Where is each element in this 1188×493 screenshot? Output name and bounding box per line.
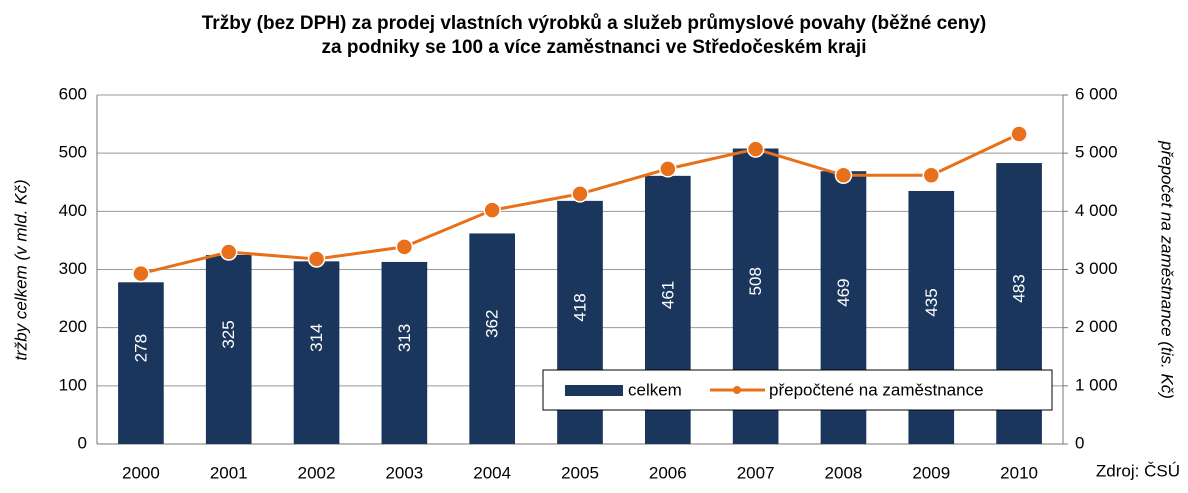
y2-axis-label: přepočet na zaměstnance (tis. Kč) [1158,140,1177,399]
marker [219,243,238,261]
y-axis-label: tržby celkem (v mld. Kč) [11,179,30,360]
y2-tick-label: 4 000 [1075,201,1118,220]
x-tick-label: 2010 [1000,463,1038,482]
data-label: 461 [658,281,677,309]
data-label: 325 [219,320,238,348]
y2-tick-label: 5 000 [1075,143,1118,162]
source: Zdroj: ČSÚ [1096,461,1180,480]
y-tick-label: 500 [59,143,87,162]
y-tick-label: 300 [59,259,87,278]
x-tick-label: 2003 [385,463,423,482]
x-tick-label: 2002 [298,463,336,482]
data-label: 314 [307,323,326,351]
x-tick-label: 2005 [561,463,599,482]
data-label: 469 [834,278,853,306]
x-tick-label: 2004 [473,463,511,482]
bar [381,261,428,444]
chart-title: za podniky se 100 a více zaměstnanci ve … [322,37,867,58]
marker [132,264,150,283]
data-label: 508 [746,267,765,295]
marker [307,250,326,268]
marker [1010,125,1028,143]
marker [395,238,414,256]
bar [205,254,252,444]
y-tick-label: 100 [59,375,87,394]
y2-tick-label: 3 000 [1075,259,1118,278]
y2-tick-label: 2 000 [1075,317,1118,336]
y2-tick-label: 6 000 [1075,84,1118,103]
chart-title: Tržby (bez DPH) za prodej vlastních výro… [202,13,986,34]
marker [483,201,501,219]
y2-tick-label: 0 [1075,433,1084,452]
x-tick-label: 2009 [912,463,950,482]
legend-swatch [733,386,741,394]
x-tick-label: 2000 [122,463,160,482]
data-label: 313 [395,324,414,352]
data-label: 483 [1010,274,1029,302]
x-tick-label: 2006 [649,463,687,482]
legend-label: přepočtené na zaměstnance [769,380,984,399]
data-label: 278 [131,334,150,362]
y-tick-label: 400 [59,201,87,220]
marker [571,185,589,203]
x-tick-label: 2001 [210,463,248,482]
legend-box [542,369,1053,411]
bar [118,282,164,444]
y-tick-label: 200 [59,317,87,336]
bar [293,261,340,444]
legend-swatch [565,385,623,396]
data-label: 418 [570,293,589,321]
x-tick-label: 2008 [825,463,863,482]
bar [469,233,516,444]
data-label: 362 [483,310,502,338]
marker [659,160,677,178]
legend-label: celkem [628,380,682,399]
y2-tick-label: 1 000 [1075,375,1118,394]
y-tick-label: 0 [78,433,87,452]
marker [922,166,941,185]
marker [746,140,765,158]
y-tick-label: 600 [59,84,87,103]
data-label: 435 [922,288,941,316]
marker [834,166,853,185]
x-tick-label: 2007 [737,463,775,482]
